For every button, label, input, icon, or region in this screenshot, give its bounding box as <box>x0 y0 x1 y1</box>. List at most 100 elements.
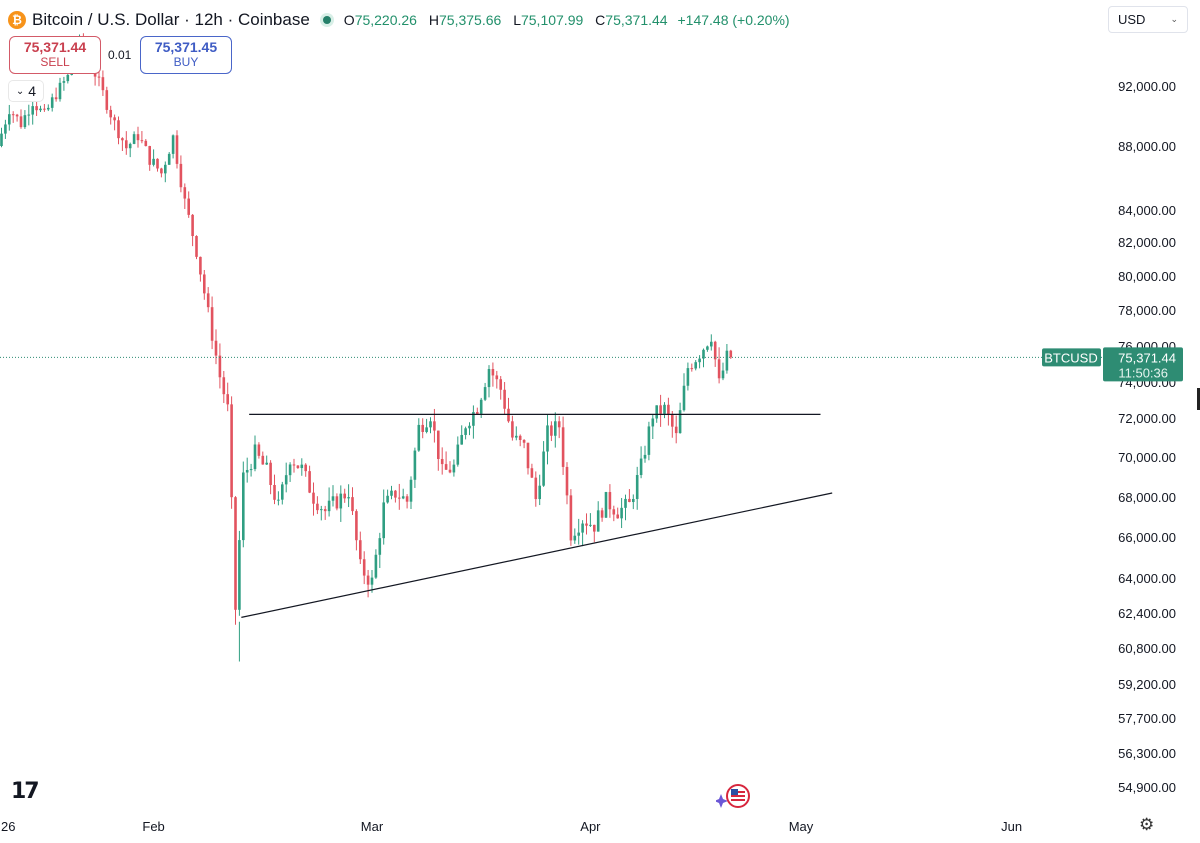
candle <box>374 549 378 579</box>
candle <box>23 110 27 129</box>
candle <box>58 77 62 102</box>
candle <box>355 509 358 551</box>
candle <box>472 405 475 439</box>
currency-select[interactable]: USD ⌄ <box>1108 6 1188 33</box>
candle <box>632 494 635 510</box>
y-tick-label: 78,000.00 <box>1118 303 1176 318</box>
trendline-support[interactable] <box>241 492 833 618</box>
candle <box>113 114 116 131</box>
indicators-count: 4 <box>28 83 37 99</box>
candle <box>682 373 686 412</box>
x-tick-label: 26 <box>1 819 15 834</box>
x-tick-label: Apr <box>580 819 601 834</box>
candle <box>312 482 315 516</box>
candle <box>0 127 3 148</box>
candle <box>43 104 46 112</box>
candle <box>128 142 132 158</box>
candle <box>487 365 491 398</box>
candle <box>331 485 335 507</box>
candle <box>729 349 733 359</box>
candle <box>148 145 151 171</box>
y-tick-label: 80,000.00 <box>1118 269 1176 284</box>
x-tick-label: Feb <box>142 819 164 834</box>
candle <box>476 407 479 415</box>
candle <box>121 137 124 152</box>
candle <box>284 462 288 493</box>
candle <box>171 134 175 159</box>
y-tick-label: 59,200.00 <box>1118 677 1176 692</box>
candle <box>183 183 187 209</box>
chevron-down-icon: ⌄ <box>1170 14 1178 24</box>
buy-button[interactable]: 75,371.45 BUY <box>140 36 232 74</box>
candle <box>11 111 15 123</box>
candle <box>15 113 19 122</box>
candle <box>448 461 452 474</box>
candle <box>639 446 643 479</box>
candle <box>214 329 218 365</box>
candle <box>444 451 448 471</box>
candle <box>66 73 70 84</box>
candle <box>323 505 327 520</box>
candle <box>187 191 190 218</box>
candle <box>27 104 31 126</box>
price-axis[interactable]: 92,000.00 88,000.00 84,000.00 82,000.00 80,0… <box>1118 79 1176 795</box>
high-value: 75,375.66 <box>439 12 502 28</box>
tradingview-logo-icon[interactable]: 17 <box>11 779 40 804</box>
candle <box>253 435 257 472</box>
trendlines-layer <box>241 413 833 618</box>
candle <box>136 126 140 148</box>
x-tick-label: Mar <box>361 819 384 834</box>
settings-gear-icon[interactable]: ⚙ <box>1139 815 1155 834</box>
candle <box>144 139 148 147</box>
candle <box>585 513 588 535</box>
candle <box>269 460 272 495</box>
candle <box>378 532 382 569</box>
candle <box>277 491 280 506</box>
candle <box>561 416 565 475</box>
y-tick-label: 72,000.00 <box>1118 411 1176 426</box>
candle <box>483 382 487 402</box>
candle <box>308 465 311 494</box>
candle <box>230 396 233 509</box>
candle <box>671 410 674 438</box>
candle <box>316 496 319 515</box>
events-flag-icon[interactable] <box>716 783 752 811</box>
spread-value: 0.01 <box>108 48 132 62</box>
candle <box>160 167 163 178</box>
candle <box>628 489 631 503</box>
candle <box>596 501 600 532</box>
candle <box>717 347 721 384</box>
scrollbar-handle[interactable] <box>1197 388 1200 410</box>
market-status-icon[interactable] <box>319 13 334 27</box>
y-tick-label: 92,000.00 <box>1118 79 1176 94</box>
y-tick-label: 57,700.00 <box>1118 711 1176 726</box>
candle <box>499 376 502 400</box>
indicators-toggle[interactable]: ⌄ 4 <box>9 81 43 101</box>
price-tag-text: 75,371.44 <box>1118 350 1176 365</box>
candle <box>678 402 682 434</box>
open-label: O <box>343 12 355 28</box>
candle <box>460 425 463 445</box>
candle <box>50 93 54 112</box>
open-value: 75,220.26 <box>354 12 417 28</box>
candle <box>265 455 268 465</box>
buy-label: BUY <box>173 55 199 69</box>
candle <box>530 463 534 479</box>
candle <box>245 457 249 483</box>
candle <box>686 362 690 391</box>
y-tick-label: 84,000.00 <box>1118 203 1176 218</box>
y-tick-label: 68,000.00 <box>1118 490 1176 505</box>
candle <box>351 487 354 515</box>
candle <box>281 481 284 505</box>
symbol-title[interactable]: Bitcoin / U.S. Dollar · 12h · Coinbase <box>32 10 310 29</box>
candle <box>511 415 514 441</box>
sell-button[interactable]: 75,371.44 SELL <box>9 36 101 74</box>
candle <box>495 370 499 389</box>
candle <box>538 474 541 506</box>
high-label: H <box>428 12 439 28</box>
candle <box>105 86 109 114</box>
time-axis[interactable]: 26 Feb Mar Apr May Jun <box>1 819 1022 834</box>
candle <box>249 463 253 477</box>
candle <box>370 570 374 593</box>
